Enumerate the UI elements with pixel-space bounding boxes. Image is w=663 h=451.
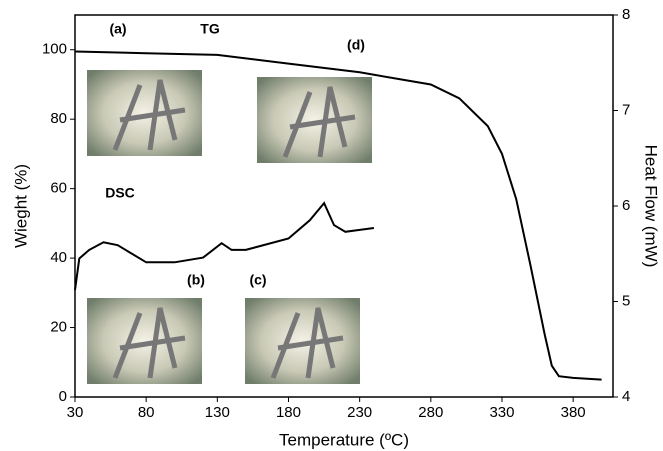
photo (87, 298, 202, 384)
y2-tick-label: 5 (622, 292, 630, 309)
y-tick-label: 20 (50, 319, 67, 336)
y2-tick-label: 7 (622, 101, 630, 118)
series-line (74, 50, 602, 381)
annotation: DSC (105, 185, 135, 201)
x-tick-label: 30 (67, 404, 84, 421)
photo (87, 70, 202, 156)
y-tick-label: 100 (42, 41, 67, 58)
annotation: TG (200, 21, 220, 37)
x-tick-label: 80 (138, 404, 155, 421)
y-tick-label: 0 (59, 388, 67, 405)
x-tick-label: 230 (347, 404, 372, 421)
photo-detail (282, 86, 356, 158)
x-axis-label: Temperature (ºC) (279, 430, 409, 449)
x-tick-label: 280 (418, 404, 443, 421)
x-tick-label: 330 (489, 404, 514, 421)
photos (87, 70, 372, 384)
annotation: (a) (109, 21, 126, 37)
y2-axis-label: Heat Flow (mW) (642, 145, 661, 268)
photo-detail (112, 307, 186, 379)
x-tick-label: 380 (561, 404, 586, 421)
annotation: (d) (347, 37, 365, 53)
annotation: (c) (249, 272, 266, 288)
y-tick-label: 60 (50, 180, 67, 197)
y-tick-label: 80 (50, 110, 67, 127)
x-tick-label: 130 (205, 404, 230, 421)
series-line (74, 201, 375, 291)
photo-detail (112, 79, 186, 151)
photo (257, 77, 372, 163)
y-tick-label: 40 (50, 249, 67, 266)
y2-tick-label: 6 (622, 197, 630, 214)
y2-tick-label: 8 (622, 6, 630, 23)
annotation: (b) (187, 272, 205, 288)
y-axis-label: Wieght (%) (11, 164, 30, 248)
y2-tick-label: 4 (622, 388, 630, 405)
x-tick-label: 180 (276, 404, 301, 421)
photo-detail (270, 307, 344, 379)
photo (245, 298, 360, 384)
